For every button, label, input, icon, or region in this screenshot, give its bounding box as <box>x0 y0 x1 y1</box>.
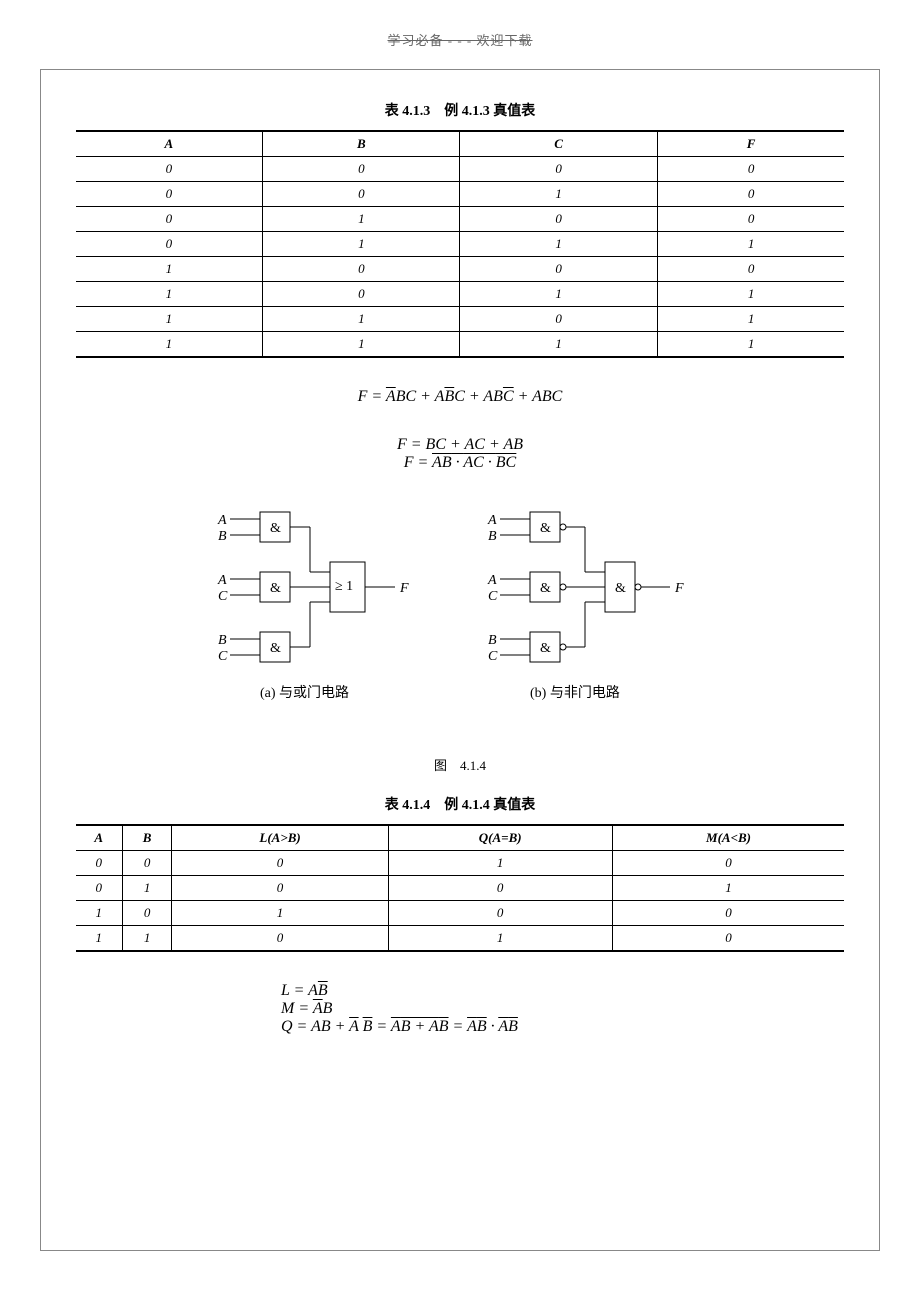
svg-text:A: A <box>217 573 227 588</box>
cell: 0 <box>388 901 612 926</box>
cell: 1 <box>388 926 612 952</box>
cell: 1 <box>122 926 171 952</box>
svg-text:C: C <box>218 589 228 604</box>
cell: 0 <box>263 282 460 307</box>
cell: 0 <box>76 876 123 901</box>
cell: 0 <box>172 851 388 876</box>
cell: 0 <box>612 926 844 952</box>
col-header: B <box>263 131 460 157</box>
svg-text:C: C <box>218 649 228 664</box>
cell: 1 <box>388 851 612 876</box>
svg-text:&: & <box>270 641 281 656</box>
svg-text:B: B <box>488 633 497 648</box>
cell: 0 <box>76 207 263 232</box>
svg-text:F: F <box>399 581 409 596</box>
cell: 0 <box>76 157 263 182</box>
svg-text:B: B <box>218 529 227 544</box>
cell: 0 <box>460 257 657 282</box>
svg-text:&: & <box>270 521 281 536</box>
col-header: F <box>657 131 844 157</box>
circuits-svg: & A B & A C & B C ≥ <box>200 502 720 742</box>
cell: 1 <box>460 332 657 358</box>
cell: 1 <box>460 182 657 207</box>
truth-table-2: A B L(A>B) Q(A=B) M(A<B) 00010 01001 101… <box>76 824 845 952</box>
cell: 1 <box>172 901 388 926</box>
cell: 0 <box>76 232 263 257</box>
table2-title: 表 4.1.4 例 4.1.4 真值表 <box>51 794 869 814</box>
cell: 1 <box>263 207 460 232</box>
cell: 1 <box>612 876 844 901</box>
svg-text:&: & <box>615 581 626 596</box>
svg-text:&: & <box>540 521 551 536</box>
page-content: 表 4.1.3 例 4.1.3 真值表 A B C F 0000 0010 01… <box>40 69 880 1251</box>
cell: 0 <box>612 901 844 926</box>
col-header: L(A>B) <box>172 825 388 851</box>
cell: 0 <box>172 926 388 952</box>
svg-text:A: A <box>487 513 497 528</box>
col-header: A <box>76 825 123 851</box>
cell: 0 <box>263 182 460 207</box>
svg-text:F: F <box>674 581 684 596</box>
cell: 0 <box>388 876 612 901</box>
equation-f-simplified: F = BC + AC + AB F = AB · AC · BC <box>51 436 869 472</box>
cell: 1 <box>263 232 460 257</box>
svg-text:B: B <box>488 529 497 544</box>
col-header: C <box>460 131 657 157</box>
svg-text:C: C <box>488 589 498 604</box>
cell: 1 <box>657 282 844 307</box>
svg-text:(b) 与非门电路: (b) 与非门电路 <box>530 685 620 701</box>
cell: 1 <box>76 332 263 358</box>
cell: 0 <box>122 851 171 876</box>
cell: 0 <box>460 207 657 232</box>
cell: 1 <box>657 332 844 358</box>
svg-text:(a) 与或门电路: (a) 与或门电路 <box>260 685 349 701</box>
cell: 0 <box>76 182 263 207</box>
cell: 1 <box>460 282 657 307</box>
svg-text:&: & <box>270 581 281 596</box>
cell: 1 <box>122 876 171 901</box>
svg-text:≥ 1: ≥ 1 <box>335 579 353 594</box>
svg-text:B: B <box>218 633 227 648</box>
svg-text:&: & <box>540 581 551 596</box>
cell: 0 <box>657 257 844 282</box>
truth-table-1: A B C F 0000 0010 0100 0111 1000 1011 11… <box>76 130 845 358</box>
col-header: A <box>76 131 263 157</box>
svg-text:C: C <box>488 649 498 664</box>
cell: 1 <box>460 232 657 257</box>
circuit-diagrams: & A B & A C & B C ≥ <box>51 502 869 774</box>
col-header: B <box>122 825 171 851</box>
cell: 1 <box>657 307 844 332</box>
cell: 0 <box>657 182 844 207</box>
cell: 1 <box>76 307 263 332</box>
page-header: 学习必备 - - - 欢迎下载 <box>40 30 880 49</box>
cell: 1 <box>263 307 460 332</box>
equations-lmq: L = AB M = AB Q = AB + A B = AB + AB = A… <box>281 982 869 1036</box>
svg-text:A: A <box>217 513 227 528</box>
cell: 0 <box>263 157 460 182</box>
cell: 0 <box>122 901 171 926</box>
figure-number: 图 4.1.4 <box>51 755 869 774</box>
table1-title: 表 4.1.3 例 4.1.3 真值表 <box>51 100 869 120</box>
cell: 1 <box>76 901 123 926</box>
cell: 0 <box>460 307 657 332</box>
cell: 0 <box>657 157 844 182</box>
cell: 1 <box>76 926 123 952</box>
cell: 0 <box>263 257 460 282</box>
svg-text:A: A <box>487 573 497 588</box>
cell: 0 <box>657 207 844 232</box>
svg-text:&: & <box>540 641 551 656</box>
cell: 0 <box>612 851 844 876</box>
col-header: M(A<B) <box>612 825 844 851</box>
cell: 0 <box>76 851 123 876</box>
equation-f-sop: F = ABC + ABC + ABC + ABC <box>51 388 869 406</box>
col-header: Q(A=B) <box>388 825 612 851</box>
cell: 0 <box>172 876 388 901</box>
cell: 1 <box>263 332 460 358</box>
cell: 1 <box>657 232 844 257</box>
cell: 1 <box>76 257 263 282</box>
cell: 1 <box>76 282 263 307</box>
cell: 0 <box>460 157 657 182</box>
